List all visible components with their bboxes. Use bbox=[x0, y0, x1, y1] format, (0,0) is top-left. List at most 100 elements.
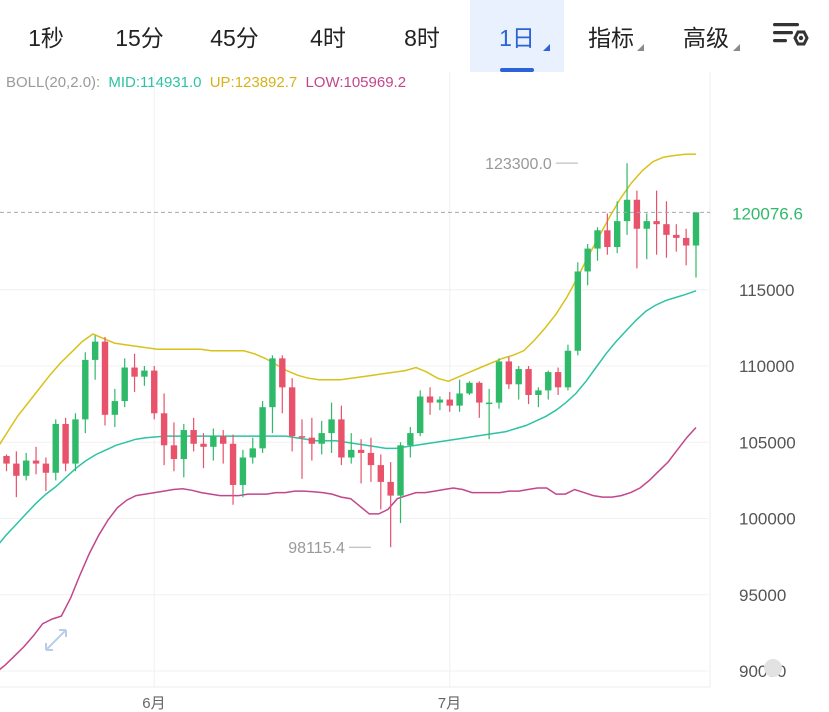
candle-body bbox=[348, 449, 355, 458]
candle-body bbox=[52, 423, 59, 473]
y-tick-label: 115000 bbox=[739, 281, 794, 300]
candle-body bbox=[653, 221, 660, 225]
candle bbox=[426, 387, 434, 415]
candle-body bbox=[279, 358, 286, 388]
tab-label: 4时 bbox=[310, 25, 346, 51]
candle bbox=[357, 439, 365, 484]
high-price-annotation: 123300.0 bbox=[485, 156, 552, 173]
candle-body bbox=[32, 460, 40, 464]
candle-body bbox=[397, 445, 404, 496]
candle bbox=[623, 163, 631, 235]
candle-body bbox=[62, 423, 69, 464]
candle-body bbox=[151, 370, 158, 414]
candle bbox=[594, 227, 601, 261]
expand-arrows-path bbox=[45, 629, 67, 651]
candle bbox=[367, 437, 375, 482]
candle bbox=[72, 413, 79, 472]
candle-body bbox=[682, 237, 690, 246]
candle-body bbox=[692, 212, 700, 246]
tab-4h[interactable]: 4时 bbox=[282, 0, 374, 72]
tab-label: 高级 bbox=[683, 25, 729, 51]
candle bbox=[160, 393, 168, 466]
tab-15m[interactable]: 15分 bbox=[92, 0, 187, 72]
tab-label: 1日 bbox=[499, 25, 535, 51]
tab-45m[interactable]: 45分 bbox=[187, 0, 282, 72]
candle bbox=[525, 366, 532, 405]
candle bbox=[515, 366, 522, 400]
candle-body bbox=[623, 199, 631, 222]
candle bbox=[210, 428, 217, 461]
candle bbox=[663, 201, 670, 258]
candle-body bbox=[318, 433, 325, 444]
candle-body bbox=[476, 382, 483, 403]
candle bbox=[456, 379, 463, 412]
candles bbox=[3, 163, 700, 548]
candle-body bbox=[288, 387, 296, 437]
candle bbox=[643, 213, 650, 260]
candle bbox=[328, 402, 335, 453]
tab-8h[interactable]: 8时 bbox=[374, 0, 470, 72]
candle bbox=[308, 417, 316, 461]
tab-label: 1秒 bbox=[28, 25, 64, 51]
tab-1d[interactable]: 1日 bbox=[470, 0, 564, 72]
candle-body bbox=[525, 369, 532, 395]
candle bbox=[387, 462, 394, 548]
tab-label: 指标 bbox=[588, 25, 634, 51]
tab-label: 8时 bbox=[404, 25, 440, 51]
candle bbox=[436, 396, 444, 411]
tab-1s[interactable]: 1秒 bbox=[0, 0, 92, 72]
candle-body bbox=[545, 372, 552, 391]
candle bbox=[82, 352, 89, 434]
boll-lower-band bbox=[0, 426, 697, 671]
candle-body bbox=[426, 396, 434, 403]
candle-body bbox=[239, 457, 247, 485]
candle-body bbox=[229, 443, 237, 485]
candle bbox=[348, 433, 355, 464]
candle bbox=[23, 452, 30, 481]
candle-body bbox=[259, 407, 266, 449]
candle-body bbox=[495, 361, 503, 403]
candle-body bbox=[3, 455, 10, 464]
candle-body bbox=[269, 358, 276, 408]
candle bbox=[220, 430, 227, 464]
chart-settings-icon[interactable] bbox=[766, 14, 814, 58]
candle-body bbox=[23, 460, 30, 476]
x-tick-label: 7月 bbox=[438, 695, 461, 712]
candle bbox=[673, 224, 680, 252]
candle-body bbox=[456, 393, 463, 406]
y-tick-label: 95000 bbox=[739, 586, 786, 605]
candle bbox=[653, 190, 660, 255]
y-tick-label: 110000 bbox=[739, 357, 794, 376]
candle-body bbox=[643, 221, 650, 229]
candle bbox=[13, 451, 20, 498]
tab-advanced[interactable]: 高级 bbox=[658, 0, 754, 72]
candle-body bbox=[101, 341, 109, 415]
tab-indicators[interactable]: 指标 bbox=[564, 0, 658, 72]
current-price-label: 120076.6 bbox=[732, 204, 803, 223]
candle bbox=[692, 211, 700, 278]
candle-body bbox=[594, 230, 601, 249]
candle bbox=[495, 358, 503, 409]
tab-label: 45分 bbox=[210, 25, 259, 51]
candle-body bbox=[485, 402, 493, 405]
timeframe-tabbar: 1秒 15分 45分 4时 8时 1日 指标 高级 bbox=[0, 0, 829, 72]
candle bbox=[298, 419, 306, 479]
candle-body bbox=[446, 399, 453, 406]
candle bbox=[141, 366, 148, 386]
candle bbox=[466, 381, 473, 395]
candle bbox=[131, 353, 138, 392]
candle-body bbox=[308, 437, 316, 444]
candle bbox=[151, 366, 158, 420]
candle bbox=[249, 437, 256, 464]
candle bbox=[574, 262, 581, 356]
boll-legend: BOLL(20,2.0): MID:114931.0 UP:123892.7 L… bbox=[6, 74, 410, 91]
candle-body bbox=[190, 430, 197, 444]
candle bbox=[564, 344, 572, 391]
candle-body bbox=[141, 370, 148, 377]
candle-body bbox=[220, 436, 227, 444]
boll-mid-line bbox=[0, 290, 697, 544]
candle bbox=[279, 355, 286, 414]
candle-body bbox=[91, 341, 99, 360]
